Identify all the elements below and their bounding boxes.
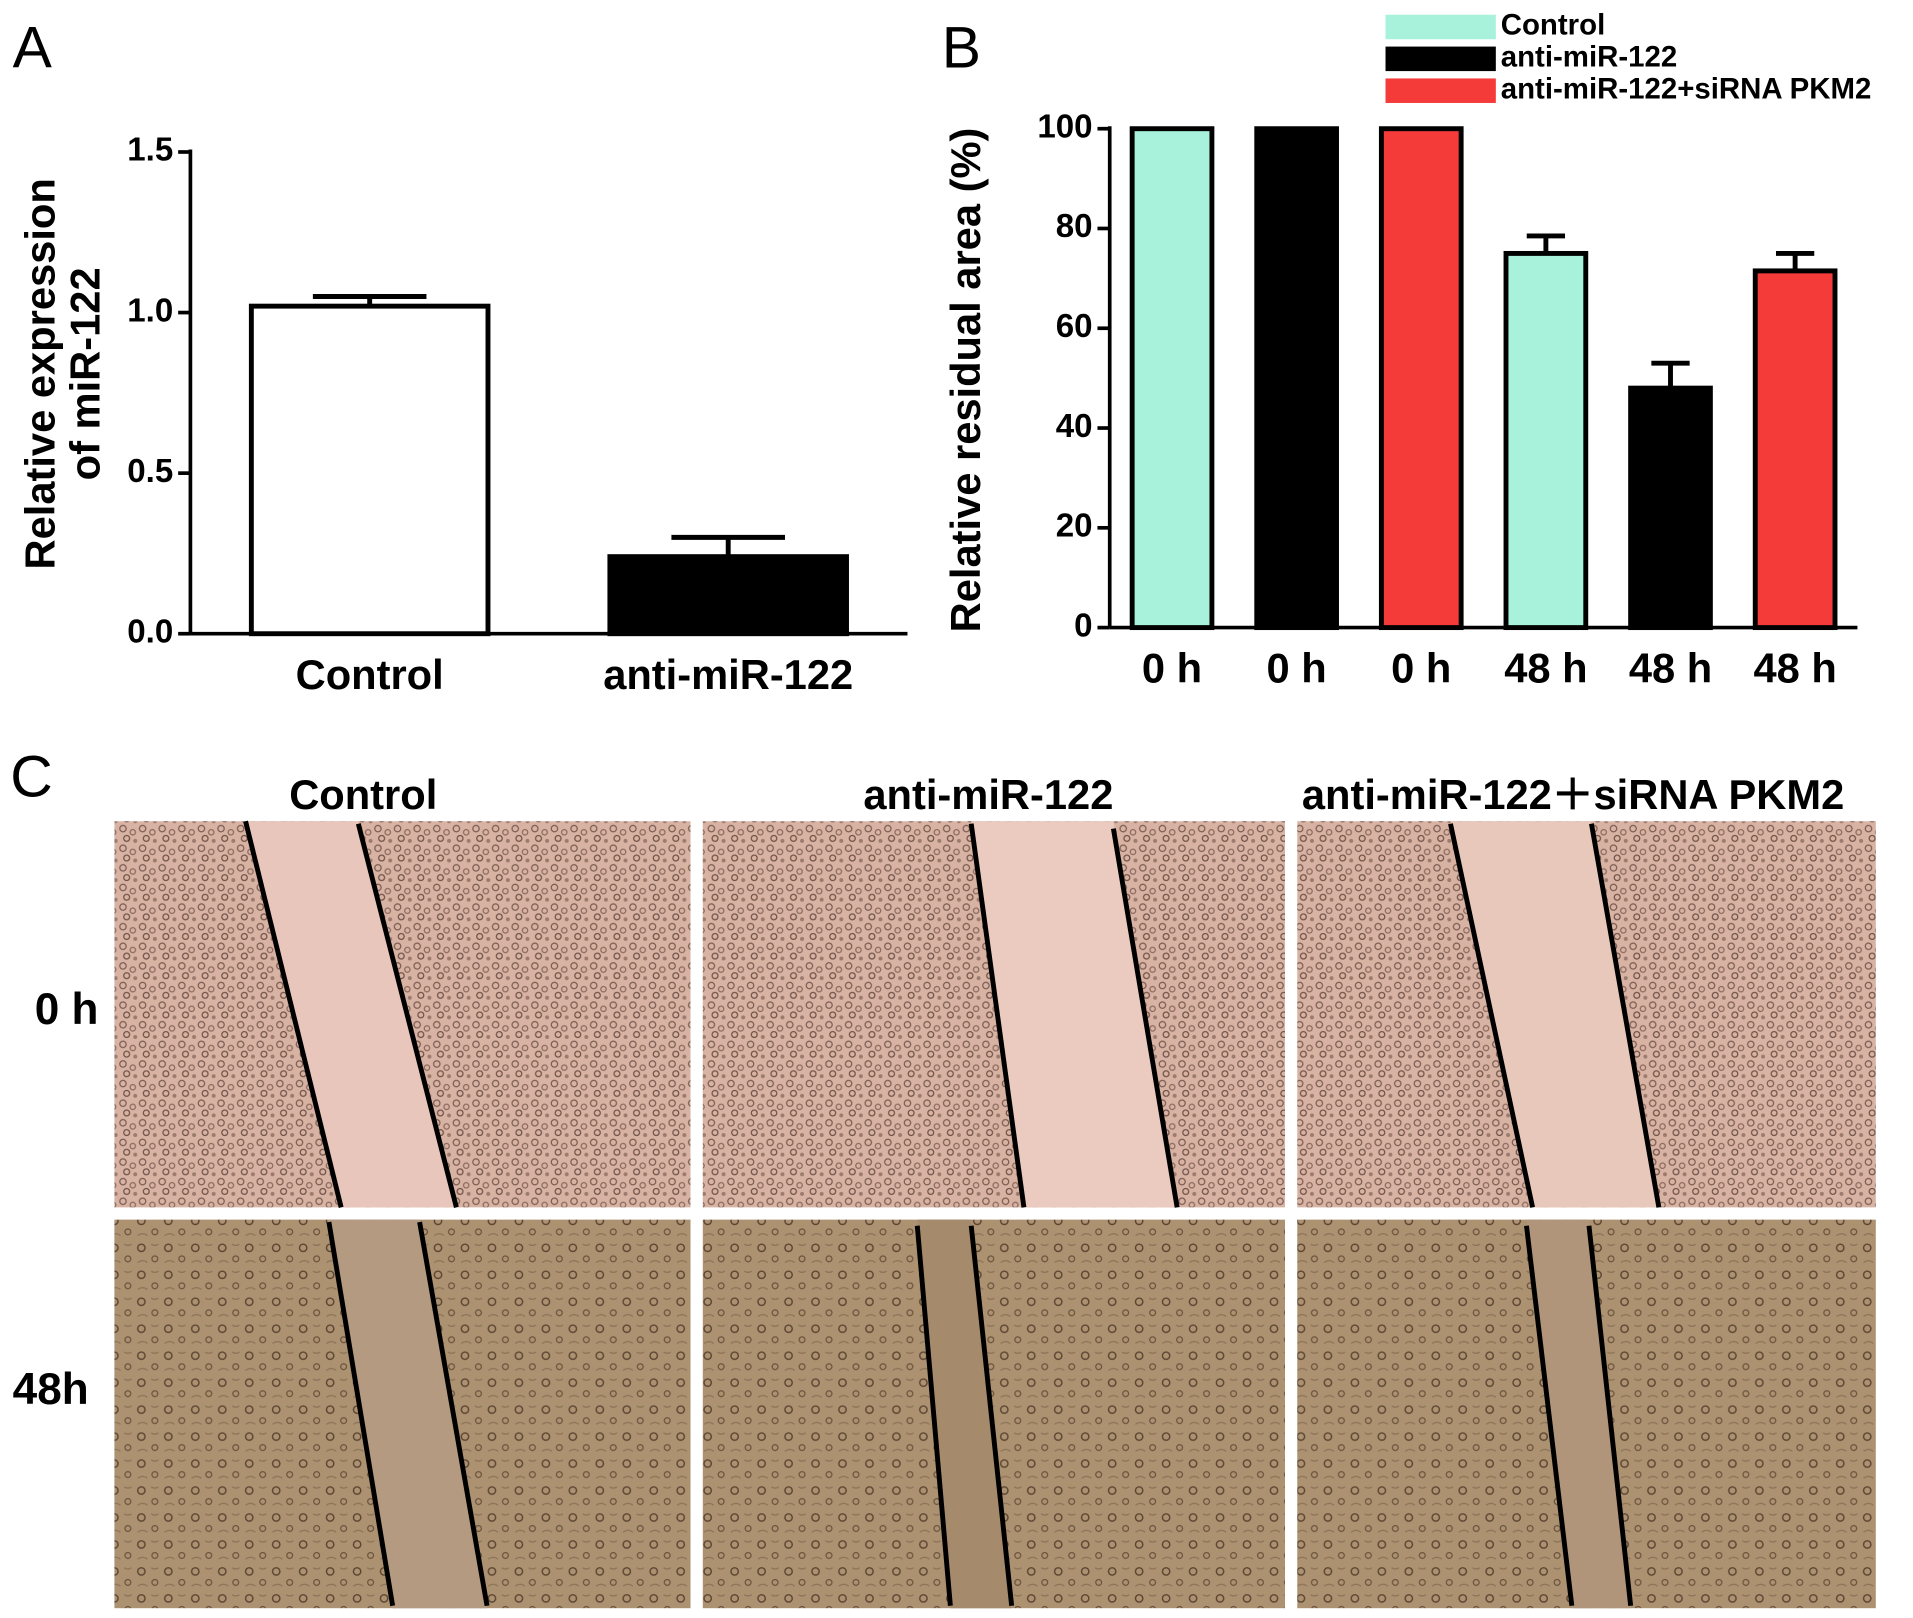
scratch-gap: [971, 821, 1178, 1208]
scratch-gap: [1526, 1219, 1631, 1609]
column-header: anti-miR-122: [863, 771, 1113, 818]
panel-letter: A: [13, 15, 53, 80]
legend-swatch: [1385, 78, 1496, 103]
scratch-edge: [914, 1225, 953, 1606]
y-tick-label: 80: [1056, 208, 1093, 245]
x-tick-label: 48 h: [1504, 645, 1587, 692]
y-tick-label: 1.5: [127, 132, 173, 169]
y-axis-label: Relative residual area (%): [942, 128, 989, 633]
row-header: 48h: [13, 1365, 89, 1414]
column-header: Control: [289, 771, 437, 818]
bar: [1129, 126, 1215, 631]
legend-label: anti-miR-122+siRNA PKM2: [1501, 72, 1872, 105]
y-tick-label: 40: [1056, 408, 1093, 445]
panel-letter: B: [942, 15, 981, 80]
scratch-gap: [245, 821, 457, 1208]
bar: [1378, 126, 1464, 631]
x-tick-label: 0 h: [1267, 645, 1327, 692]
scratch-edge: [243, 820, 344, 1208]
y-axis-label: Relative expression: [16, 178, 63, 569]
x-tick-label: 0 h: [1391, 645, 1451, 692]
x-tick-label: 48 h: [1629, 645, 1712, 692]
y-tick-label: 20: [1056, 508, 1093, 545]
bar: [1503, 250, 1589, 631]
bar: [248, 303, 491, 637]
scratch-gap: [917, 1219, 1012, 1609]
scratch-edge: [1524, 1225, 1575, 1607]
y-tick-label: 0.0: [127, 613, 173, 650]
scratch-edge: [1110, 828, 1180, 1208]
error-bar: [1526, 233, 1566, 254]
legend-swatch: [1385, 46, 1496, 72]
x-tick-label: Control: [296, 651, 444, 698]
scratch-edge: [326, 1221, 396, 1607]
y-tick-label: 0.5: [127, 453, 173, 490]
bar: [607, 554, 849, 637]
scratch-edge: [1589, 823, 1662, 1208]
scratch-edge: [1586, 1225, 1634, 1607]
micrograph-row: [114, 1219, 1876, 1609]
y-tick-label: 1.0: [127, 292, 173, 329]
error-bar: [671, 534, 785, 557]
scratch-edge: [968, 823, 1027, 1208]
scratch-edge: [417, 1221, 490, 1607]
scratch-gap: [328, 1219, 488, 1609]
legend-label: Control: [1501, 9, 1606, 42]
y-tick-label: 0: [1074, 607, 1092, 644]
error-bar: [1651, 360, 1690, 389]
x-tick-label: 0 h: [1142, 645, 1202, 692]
legend-swatch: [1385, 14, 1496, 40]
x-tick-label: 48 h: [1753, 645, 1836, 692]
y-tick-label: 60: [1056, 308, 1093, 345]
x-tick-label: anti-miR-122: [603, 651, 853, 698]
panel-letter: C: [10, 745, 52, 810]
row-header: 0 h: [35, 985, 99, 1034]
y-tick-label: 100: [1037, 108, 1092, 145]
micrograph-row: [114, 820, 1876, 1208]
bar: [1254, 126, 1339, 631]
bar: [1628, 385, 1713, 631]
y-axis-label: of miR-122: [62, 267, 109, 480]
scratch-edge: [355, 823, 459, 1208]
column-header: anti-miR-122＋siRNA PKM2: [1302, 771, 1844, 818]
scratch-edge: [968, 1225, 1015, 1607]
legend-label: anti-miR-122: [1501, 41, 1677, 74]
error-bar: [1775, 250, 1815, 271]
bar: [1752, 268, 1838, 631]
scratch-edge: [1448, 823, 1536, 1208]
